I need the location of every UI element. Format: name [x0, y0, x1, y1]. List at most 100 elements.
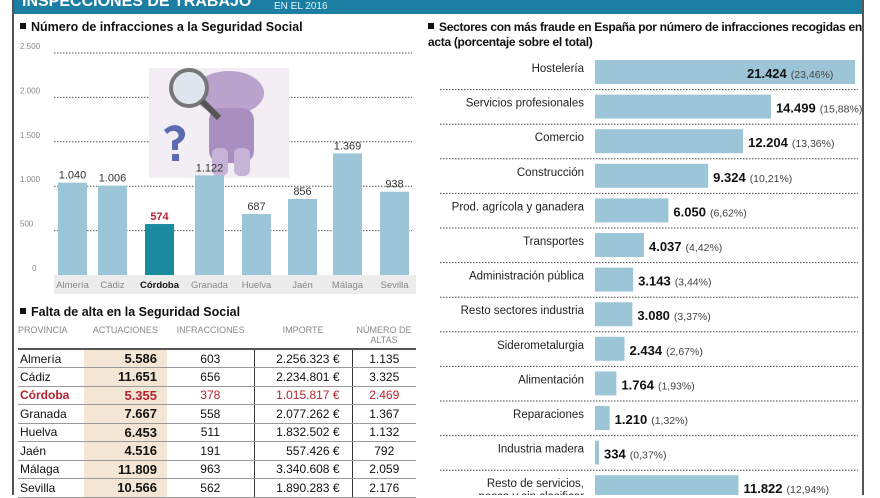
sector-count: 21.424: [747, 66, 788, 81]
altas-cell: 1.367: [352, 404, 416, 424]
category-label: Huelva: [242, 280, 272, 291]
value-label: 1.369: [334, 140, 362, 152]
bar-sevilla: [380, 191, 409, 275]
altas-cell: 1.135: [352, 349, 416, 368]
altas-cell: 2.059: [352, 460, 416, 479]
category-label: Málaga: [332, 280, 364, 291]
altas-cell: 2.176: [352, 478, 416, 498]
sector-count: 1.764: [621, 377, 654, 392]
sector-bar: [595, 440, 600, 465]
importe-cell: 2.077.262 €: [253, 404, 353, 424]
sector-bar: [595, 129, 744, 154]
header-banner: INSPECCIONES DE TRABAJO EN EL 2016: [12, 0, 862, 14]
sector-label: Alimentación: [518, 374, 584, 386]
importe-cell: 1.890.283 €: [253, 478, 353, 498]
actuaciones-cell: 5.586: [83, 349, 168, 368]
sectores-chart-title: Sectores con más fraude en España por nú…: [428, 20, 862, 49]
sector-bar: [595, 475, 739, 495]
altas-cell: 2.469: [352, 386, 416, 405]
sector-value-label: 1.210 (1,32%): [615, 412, 688, 427]
column-header: PROVINCIA: [18, 325, 84, 350]
altas-cell: 1.132: [352, 423, 416, 442]
sector-value-label: 14.499 (15,88%): [776, 101, 862, 116]
infracciones-cell: 511: [167, 423, 255, 442]
sector-label: Comercio: [535, 132, 584, 144]
bar-cádiz: [98, 185, 127, 275]
sector-label: Administración pública: [469, 271, 585, 283]
sector-percent: (4,42%): [686, 242, 723, 254]
sector-label: Reparaciones: [513, 409, 584, 421]
bar-almería: [58, 182, 87, 275]
value-label: 574: [150, 211, 169, 223]
sector-bar: [595, 60, 855, 84]
y-tick-label: 0: [32, 264, 37, 273]
table-row: Almería 5.586 603 2.256.323 €1.135: [18, 349, 416, 368]
bar-granada: [195, 175, 224, 275]
sector-label: Siderometalurgia: [497, 340, 585, 352]
category-label: Jaén: [292, 280, 313, 291]
sector-count: 3.143: [638, 274, 671, 289]
infracciones-cell: 191: [167, 441, 255, 461]
table-header-row: PROVINCIA ACTUACIONES INFRACCIONES IMPORTE N…: [18, 325, 416, 350]
table-row: Jaén 4.516 191 557.426 €792: [18, 441, 416, 461]
infracciones-cell: 562: [167, 478, 255, 498]
sector-count: 6.050: [673, 204, 706, 219]
y-tick-label: 500: [20, 220, 34, 229]
sector-bar: [595, 302, 633, 327]
sector-count: 334: [604, 447, 626, 462]
table-row: Huelva 6.453 511 1.832.502 €1.132: [18, 423, 416, 442]
sector-label: Prod. agrícola y ganadera: [452, 201, 585, 213]
province-cell: Granada: [18, 404, 84, 424]
actuaciones-cell: 5.355: [83, 386, 168, 405]
category-label: Granada: [191, 280, 229, 291]
importe-cell: 2.256.323 €: [253, 349, 353, 368]
sector-percent: (1,32%): [651, 415, 688, 427]
table-row: Córdoba 5.355 378 1.015.817 €2.469: [18, 386, 416, 405]
province-cell: Cádiz: [18, 367, 84, 387]
sector-value-label: 4.037 (4,42%): [649, 239, 722, 254]
sector-percent: (0,37%): [630, 450, 667, 462]
category-label: Córdoba: [140, 280, 180, 291]
table-row: Cádiz 11.651 656 2.234.801 €3.325: [18, 367, 416, 387]
banner-title: INSPECCIONES DE TRABAJO: [22, 0, 252, 10]
importe-cell: 2.234.801 €: [253, 367, 353, 387]
importe-cell: 3.340.608 €: [253, 460, 353, 479]
sector-bar: [595, 267, 634, 292]
sector-percent: (1,93%): [658, 380, 695, 392]
column-header: NÚMERO DE ALTAS: [352, 325, 416, 350]
value-label: 938: [385, 179, 403, 191]
column-header: IMPORTE: [254, 325, 352, 350]
column-header: INFRACCIONES: [167, 325, 255, 350]
left-divider: [12, 0, 14, 495]
sector-label: Transportes: [523, 236, 584, 248]
sector-bar: [595, 163, 709, 188]
category-axis-strip: [54, 275, 416, 294]
sector-count: 12.204: [748, 135, 789, 150]
table-row: Sevilla 10.566 562 1.890.283 €2.176: [18, 478, 416, 498]
table-row: Málaga 11.809 963 3.340.608 €2.059: [18, 460, 416, 479]
value-label: 1.040: [59, 170, 87, 182]
sector-percent: (23,46%): [791, 69, 834, 81]
sector-percent: (12,94%): [787, 484, 830, 495]
importe-cell: 1.015.817 €: [253, 386, 353, 405]
sector-count: 4.037: [649, 239, 682, 254]
value-label: 1.006: [99, 173, 127, 185]
sector-count: 14.499: [776, 101, 816, 116]
sector-bar: [595, 406, 610, 430]
table-row: Granada 7.667 558 2.077.262 €1.367: [18, 404, 416, 424]
sector-label: Resto sectores industria: [461, 305, 585, 317]
sector-bar: [595, 94, 771, 119]
y-tick-label: 2.000: [20, 86, 41, 95]
sector-value-label: 2.434 (2,67%): [630, 343, 703, 358]
sector-percent: (3,44%): [675, 277, 712, 289]
sector-value-label: 1.764 (1,93%): [621, 377, 694, 392]
importe-cell: 1.832.502 €: [253, 423, 353, 442]
importe-cell: 557.426 €: [253, 441, 353, 461]
falta-de-alta-table: PROVINCIA ACTUACIONES INFRACCIONES IMPORTE N…: [18, 325, 416, 498]
sector-label: Industria madera: [498, 444, 585, 456]
sector-label: Hostelería: [532, 63, 585, 75]
magnifier-figure-illustration: [149, 68, 289, 178]
infracciones-cell: 558: [167, 404, 255, 424]
sector-value-label: 3.143 (3,44%): [638, 274, 711, 289]
sector-count: 1.210: [615, 412, 648, 427]
